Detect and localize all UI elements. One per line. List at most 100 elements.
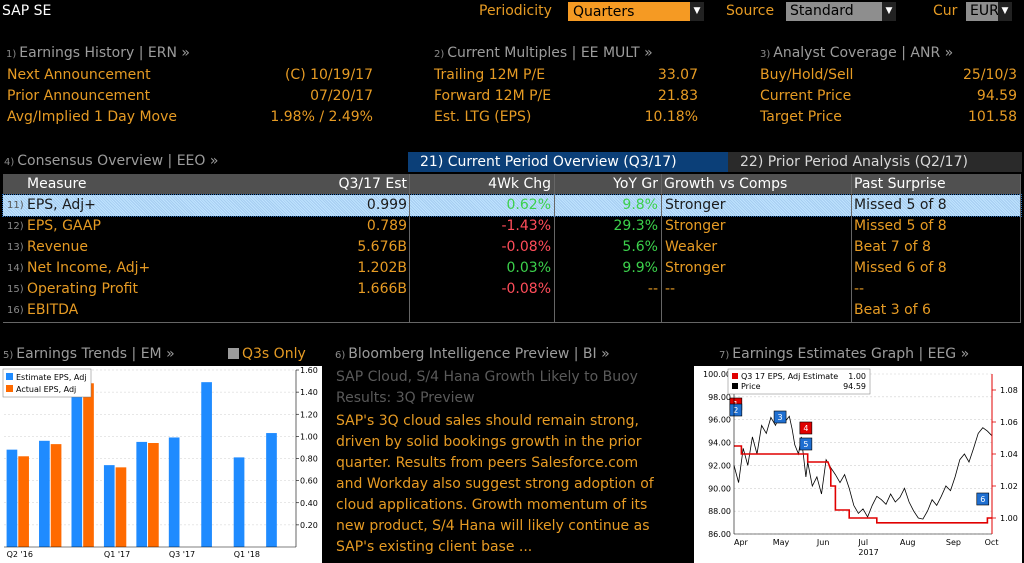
chevron-down-icon: ▼ [690,2,704,21]
y-tick-label: 0.80 [300,455,318,464]
left-axis-label: 96.00 [708,416,731,425]
estimate-cell: 0.789 [366,218,407,234]
yoy-cell: 29.3% [613,218,658,234]
earnings-trends-title[interactable]: 5) Earnings Trends | EM » [3,346,175,362]
bar [266,433,277,547]
left-axis-label: 100.00 [703,370,731,379]
tab-current-period[interactable]: 21) Current Period Overview (Q3/17) [408,152,728,172]
table-row[interactable]: 16) EBITDA Beat 3 of 6 [3,300,1021,321]
list-item: Current Price 94.59 [760,88,1017,104]
right-axis-label: 1.08 [1000,386,1018,395]
list-item: Est. LTG (EPS) 10.18% [434,109,698,125]
right-axis-label: 1.00 [1000,514,1018,523]
source-label: Source [726,3,775,19]
list-item: Next Announcement (C) 10/19/17 [7,67,373,83]
chevron-down-icon: ▼ [882,2,896,21]
event-marker-label: 3 [778,413,783,422]
col-measure: Measure [27,176,87,192]
bar [168,437,180,547]
y-tick-label: 1.60 [300,366,318,375]
estimate-cell: 5.676B [357,239,407,255]
legend-estimate: Estimate EPS, Adj [16,373,87,382]
x-axis-year: 2017 [858,548,878,557]
row-number: 11) [7,200,24,211]
table-row[interactable]: 15) Operating Profit 1.666B -0.08% -- -- -- [3,279,1021,300]
measure-cell: EPS, GAAP [27,218,101,234]
event-marker [799,421,813,435]
consensus-overview-title[interactable]: 4) Consensus Overview | EEO » [4,153,219,169]
row-number: 14) [7,263,24,274]
bi-headline[interactable]: SAP Cloud, S/4 Hana Growth Likely to Buo… [336,369,638,406]
measure-cell: EPS, Adj+ [27,197,96,213]
event-marker-label: 4 [803,424,808,433]
x-axis-label: May [773,538,790,547]
event-marker-label: 2 [733,406,738,415]
estimates-graph-title[interactable]: 7) Earnings Estimates Graph | EEG » [719,346,970,362]
table-row[interactable]: 11) EPS, Adj+ 0.999 0.62% 9.8% Stronger Missed… [2,194,1022,217]
comps-cell [665,300,845,321]
consensus-table: Measure Q3/17 Est 4Wk Chg YoY Gr Growth … [2,174,1022,324]
x-tick-label: Q1 '18 [234,550,260,559]
q3s-only-toggle[interactable]: Q3s Only [228,346,306,362]
list-item: Forward 12M P/E 21.83 [434,88,698,104]
x-tick-label: Q1 '17 [104,550,130,559]
col-yoy: YoY Gr [613,176,658,192]
source-select[interactable]: Standard ▼ [786,2,896,21]
comps-cell: Stronger [665,197,726,213]
comps-cell: Stronger [665,218,726,234]
x-axis-label: Aug [900,538,916,547]
bi-preview-title[interactable]: 6) Bloomberg Intelligence Preview | BI » [335,346,610,362]
yoy-cell: 9.8% [622,197,658,213]
x-tick-label: Q3 '17 [169,550,195,559]
bar [148,443,159,547]
comps-cell: Stronger [665,260,726,276]
x-axis-label: Jun [816,538,830,547]
comps-cell: -- [665,281,676,297]
right-axis-label: 1.04 [1000,450,1018,459]
periodicity-select[interactable]: Quarters ▼ [568,2,704,21]
row-number: 12) [7,221,24,232]
event-marker [976,492,990,506]
legend-price: Price [741,382,761,391]
bar [136,441,148,547]
row-number: 15) [7,284,24,295]
bar [103,465,115,547]
x-axis-label: Sep [946,538,961,547]
surprise-cell: Beat 7 of 8 [854,239,931,255]
chg-cell [413,300,551,321]
table-row[interactable]: 14) Net Income, Adj+ 1.202B 0.03% 9.9% Strong… [3,258,1021,279]
x-axis-label: Apr [734,538,749,547]
left-axis-label: 94.00 [708,439,731,448]
estimate-cell: 1.202B [357,260,407,276]
currency-value: EUR [966,2,999,21]
bar [50,444,62,547]
list-item: Buy/Hold/Sell 25/10/3 [760,67,1017,83]
tab-prior-period[interactable]: 22) Prior Period Analysis (Q2/17) [728,152,1022,172]
estimates-graph-chart: 123456 100.0098.0096.0094.0092.0090.0088… [694,366,1022,563]
yoy-cell: 9.9% [622,260,658,276]
earnings-history-title[interactable]: 1) Earnings History | ERN » [6,45,190,61]
yoy-cell [556,300,658,321]
current-multiples-title[interactable]: 2) Current Multiples | EE MULT » [434,45,653,61]
row-number: 13) [7,242,24,253]
table-row[interactable]: 12) EPS, GAAP 0.789 -1.43% 29.3% Stronger Miss… [3,216,1021,237]
bar [39,440,50,547]
source-value: Standard [786,2,882,21]
estimate-cell [274,300,407,321]
table-row[interactable]: 13) Revenue 5.676B -0.08% 5.6% Weaker Beat 7 o… [3,237,1021,258]
current-multiples-list: Trailing 12M P/E 33.07 Forward 12M P/E 2… [434,67,698,130]
y-tick-label: 1.20 [300,410,318,419]
right-axis-label: 1.02 [1000,482,1018,491]
currency-select[interactable]: EUR ▼ [966,2,1012,21]
left-axis-label: 88.00 [708,507,731,516]
surprise-cell: -- [854,281,865,297]
measure-cell: Operating Profit [27,281,138,297]
measure-cell: Net Income, Adj+ [27,260,151,276]
legend-estimate: Q3 17 EPS, Adj Estimate [741,372,838,381]
left-axis-label: 98.00 [708,393,731,402]
analyst-coverage-title[interactable]: 3) Analyst Coverage | ANR » [760,45,954,61]
surprise-cell: Missed 6 of 8 [854,260,947,276]
event-marker [799,437,813,451]
cur-label: Cur [933,3,958,19]
periodicity-value: Quarters [568,2,690,21]
